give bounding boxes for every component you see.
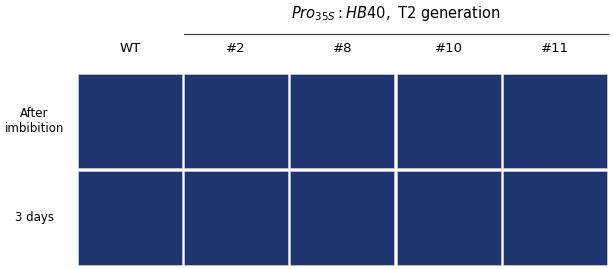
Text: #10: #10 [435,42,463,55]
Text: 3 days: 3 days [15,211,54,224]
Bar [397,74,501,168]
Bar [503,74,607,168]
Text: #8: #8 [333,42,352,55]
Text: WT: WT [119,42,140,55]
Text: #11: #11 [541,42,569,55]
Bar [291,171,394,265]
Text: After
imbibition: After imbibition [5,107,64,135]
Bar [184,74,288,168]
Bar [503,171,607,265]
Bar [184,171,288,265]
Text: #2: #2 [226,42,246,55]
Bar [78,171,181,265]
Bar [397,171,501,265]
Bar [291,74,394,168]
Bar [78,74,181,168]
Text: $\mathit{Pro}_{35S}\mathit{:HB40,}$ T2 generation: $\mathit{Pro}_{35S}\mathit{:HB40,}$ T2 g… [291,4,500,23]
